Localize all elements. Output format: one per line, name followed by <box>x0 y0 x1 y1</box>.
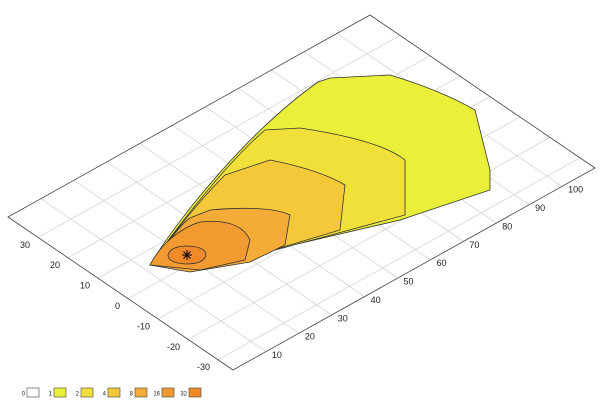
legend-swatch <box>80 387 94 398</box>
x-tick-label: 100 <box>568 185 583 195</box>
x-tick-label: 70 <box>469 240 479 250</box>
y-tick-label: 30 <box>20 240 30 250</box>
y-tick-label: 0 <box>115 301 120 311</box>
x-tick-label: 80 <box>502 221 512 231</box>
grid-line <box>37 35 401 238</box>
plane-border <box>7 14 596 371</box>
y-tick-label: -20 <box>167 342 180 352</box>
source-marker <box>182 250 192 260</box>
legend-swatch <box>53 387 67 398</box>
legend-swatch <box>188 387 202 398</box>
legend-label: 1 <box>49 392 53 398</box>
y-tick-label: -30 <box>197 362 210 372</box>
legend-swatch <box>26 387 40 398</box>
contours <box>149 74 491 273</box>
grid-line <box>217 157 581 361</box>
grid-line <box>40 198 267 352</box>
y-tick-label: 10 <box>80 281 90 291</box>
y-tick-label: -10 <box>137 321 150 331</box>
legend-label: 8 <box>130 392 134 398</box>
legend-label: 0 <box>22 392 26 398</box>
legend-label: 32 <box>180 392 187 398</box>
legend-swatch <box>107 387 121 398</box>
legend-label: 4 <box>103 392 107 398</box>
legend: 0 1 2 4 8 16 32 <box>22 387 202 398</box>
x-tick-label: 20 <box>305 332 315 342</box>
legend-label: 2 <box>76 392 80 398</box>
x-tick-label: 40 <box>371 295 381 305</box>
x-tick-label: 60 <box>436 258 446 268</box>
x-tick-label: 10 <box>272 350 282 360</box>
x-tick-label: 50 <box>404 277 414 287</box>
legend-label: 16 <box>153 392 160 398</box>
y-tick-label: 20 <box>50 260 60 270</box>
x-tick-label: 30 <box>338 313 348 323</box>
legend-swatch <box>161 387 175 398</box>
legend-swatch <box>134 387 148 398</box>
x-tick-label: 90 <box>535 203 545 213</box>
